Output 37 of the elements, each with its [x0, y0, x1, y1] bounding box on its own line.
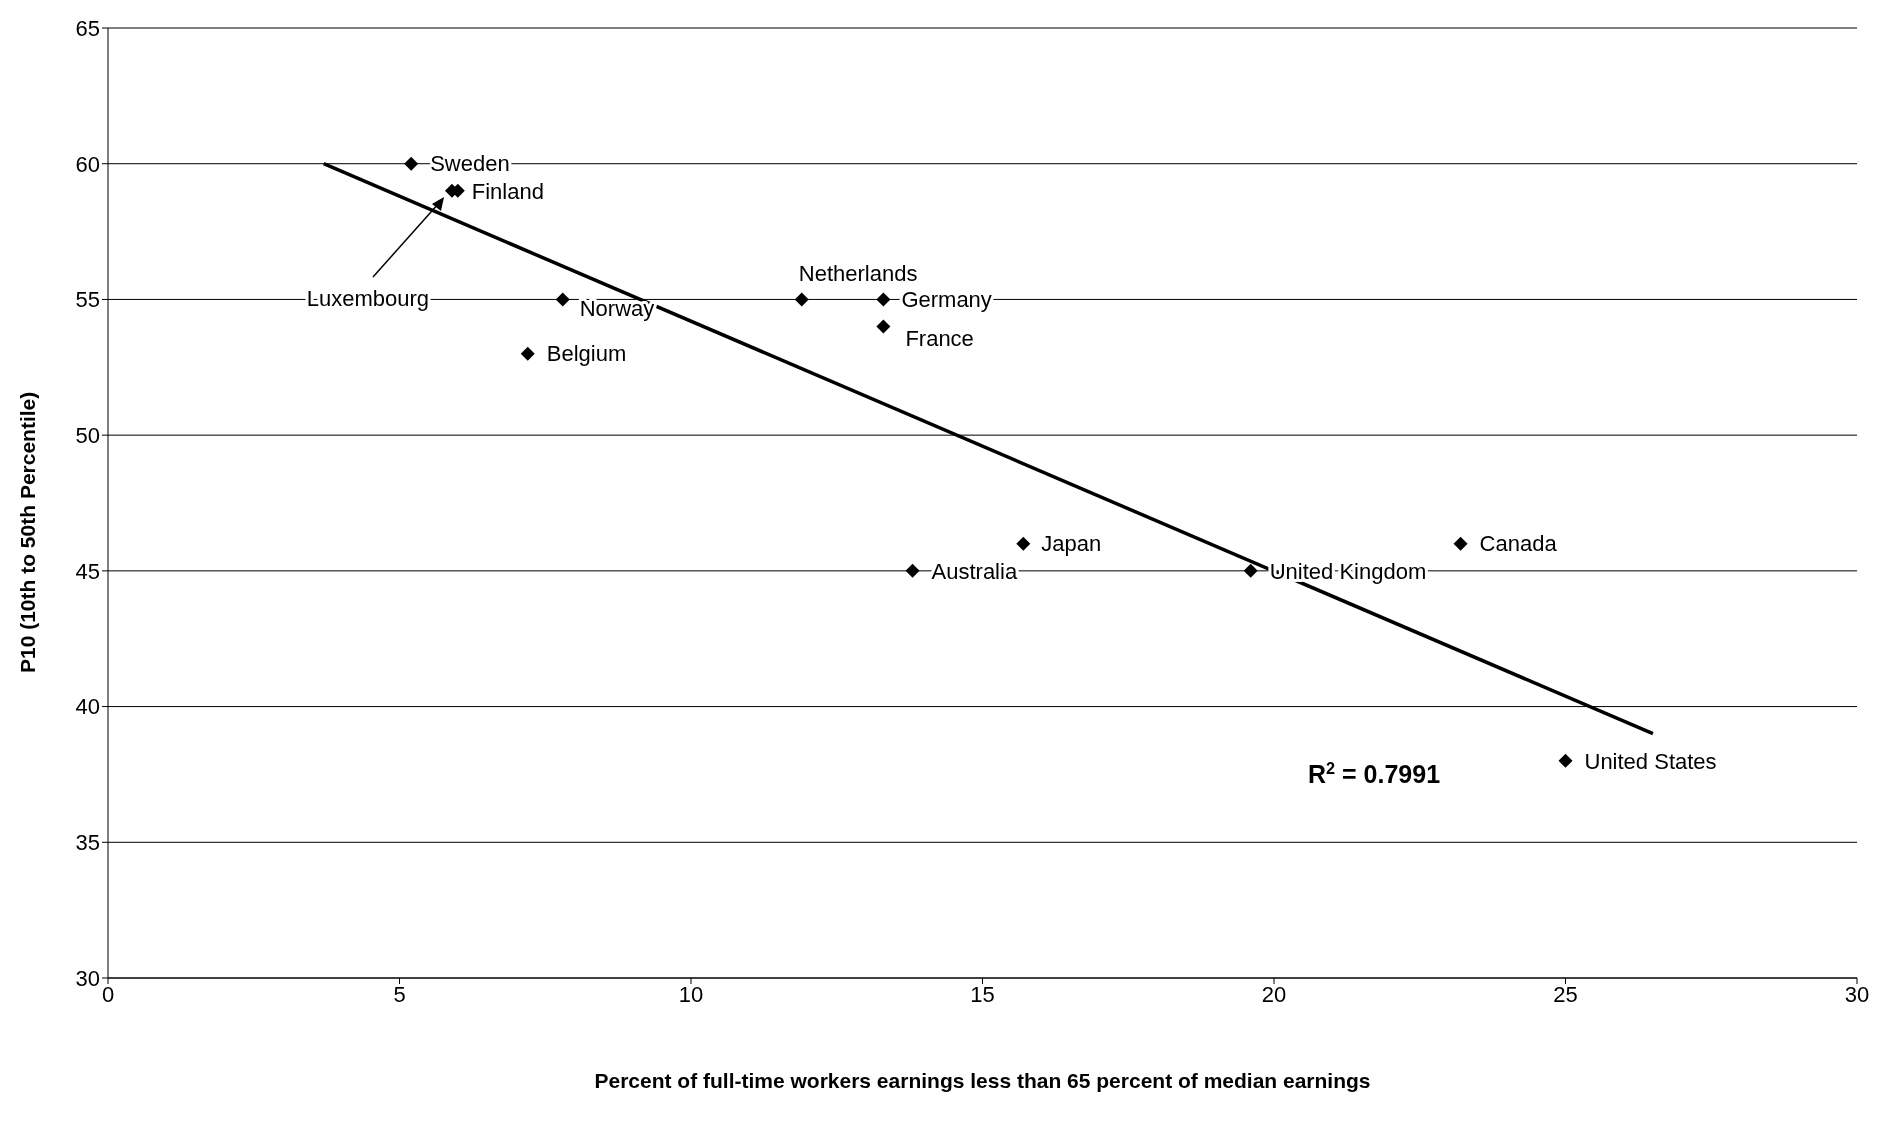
point: [404, 156, 419, 171]
y-tick-label: 50: [75, 422, 100, 448]
y-tick-label: 60: [75, 151, 100, 177]
x-tick-label: 5: [393, 981, 406, 1007]
x-tick-label: 30: [1844, 981, 1870, 1007]
annotation: R$^{2}$ = 0.7991: [1308, 759, 1441, 788]
point: [905, 563, 920, 578]
point: [1243, 563, 1258, 578]
y-tick-label: 40: [75, 694, 100, 720]
point: [520, 346, 535, 361]
annotation: Japan: [1041, 531, 1102, 557]
y-tick-label: 35: [75, 830, 100, 856]
annotation: France: [905, 326, 974, 352]
y-tick-label: 45: [75, 558, 100, 584]
annotation: Netherlands: [798, 261, 918, 287]
point: [876, 319, 891, 334]
annotation: Norway: [579, 296, 655, 322]
point: [794, 292, 809, 307]
x-tick-label: 10: [678, 981, 704, 1007]
x-tick-label: 0: [101, 981, 115, 1007]
annotation: Belgium: [546, 341, 627, 367]
annotation: Finland: [471, 178, 544, 204]
x-tick-label: 15: [970, 981, 995, 1007]
annotation: Canada: [1479, 531, 1558, 557]
point: [876, 292, 891, 307]
x-axis-title: Percent of full-time workers earnings less than 65 percent of median earnings: [594, 1069, 1371, 1092]
point: [1453, 536, 1468, 551]
y-tick-label: 30: [75, 965, 100, 991]
y-tick-label: 55: [75, 287, 100, 313]
point: [1016, 536, 1031, 551]
y-tick-label: 65: [75, 15, 100, 41]
x-tick-label: 25: [1553, 981, 1578, 1007]
x-tick-label: 20: [1261, 981, 1287, 1007]
point: [1558, 753, 1573, 768]
annotation: United States: [1584, 748, 1717, 774]
point: [555, 292, 570, 307]
y-axis-title: P10 (10th to 50th Percentile): [16, 391, 40, 673]
